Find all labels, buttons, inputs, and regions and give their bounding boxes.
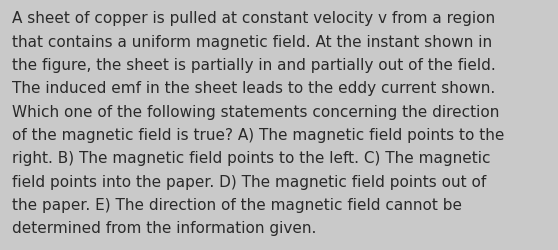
Text: determined from the information given.: determined from the information given. (12, 220, 316, 236)
Text: of the magnetic field is true? A) The magnetic field points to the: of the magnetic field is true? A) The ma… (12, 128, 504, 142)
Text: the paper. E) The direction of the magnetic field cannot be: the paper. E) The direction of the magne… (12, 197, 462, 212)
Text: field points into the paper. D) The magnetic field points out of: field points into the paper. D) The magn… (12, 174, 487, 189)
Text: right. B) The magnetic field points to the left. C) The magnetic: right. B) The magnetic field points to t… (12, 151, 491, 166)
Text: The induced emf in the sheet leads to the eddy current shown.: The induced emf in the sheet leads to th… (12, 81, 496, 96)
Text: that contains a uniform magnetic field. At the instant shown in: that contains a uniform magnetic field. … (12, 34, 492, 50)
Text: the figure, the sheet is partially in and partially out of the field.: the figure, the sheet is partially in an… (12, 58, 496, 73)
Text: Which one of the following statements concerning the direction: Which one of the following statements co… (12, 104, 499, 119)
Text: A sheet of copper is pulled at constant velocity v from a region: A sheet of copper is pulled at constant … (12, 11, 496, 26)
